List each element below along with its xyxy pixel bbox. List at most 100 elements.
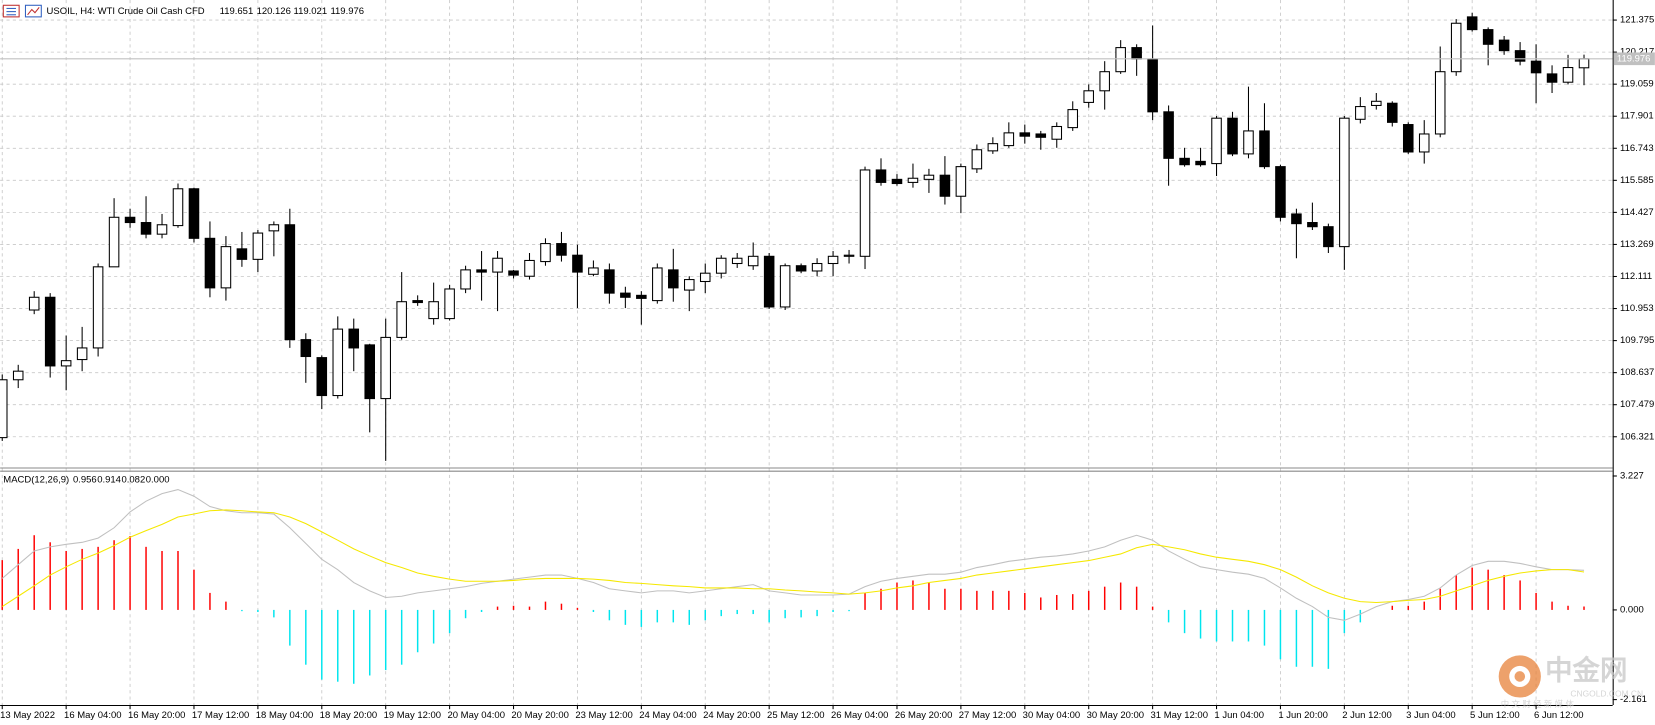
grid-layer — [0, 0, 1613, 705]
candle-body — [1562, 67, 1574, 83]
candle-body — [28, 296, 40, 311]
y-tick-label: 112.111 — [1620, 271, 1652, 282]
y-tick-label: -2.161 — [1620, 694, 1647, 705]
candle-body — [1466, 16, 1478, 31]
candle-body — [1051, 125, 1063, 140]
x-tick-label: 16 May 20:00 — [128, 710, 185, 721]
y-tick-label: 113.269 — [1620, 239, 1654, 250]
candle-body — [140, 222, 152, 235]
candle-body — [284, 224, 296, 341]
candle-body — [460, 269, 471, 290]
candle-body — [1243, 130, 1254, 155]
candle-body — [428, 301, 439, 320]
candle-body — [412, 300, 423, 304]
candle-body — [1147, 58, 1158, 113]
candle-body — [652, 267, 663, 302]
x-tick-label: 18 May 04:00 — [256, 710, 313, 721]
y-tick-label: 115.585 — [1620, 175, 1654, 186]
candle-body — [1323, 226, 1334, 248]
candle-body — [588, 267, 599, 275]
x-tick-label: 1 Jun 20:00 — [1278, 710, 1328, 721]
x-tick-label: 3 Jun 04:00 — [1406, 710, 1456, 721]
x-tick-label: 26 May 04:00 — [831, 710, 888, 721]
candle-body — [44, 296, 56, 367]
watermark-tagline: 中 文 财 经 新 媒 体 — [1501, 699, 1575, 709]
candle-body — [508, 270, 519, 276]
candle-body — [380, 336, 391, 400]
y-tick-label: 109.795 — [1620, 335, 1654, 346]
candle-body — [236, 248, 248, 260]
y-tick-label: 110.953 — [1620, 303, 1654, 314]
icon — [27, 7, 40, 16]
y-tick-label: 106.321 — [1620, 431, 1654, 442]
x-tick-label: 20 May 20:00 — [511, 710, 568, 721]
candle-body — [1578, 58, 1590, 69]
candle-body — [1131, 47, 1142, 60]
candle-body — [1211, 117, 1222, 165]
candle-body — [955, 166, 967, 197]
candle-body — [1163, 111, 1174, 159]
candle-body — [731, 257, 743, 265]
candle-body — [987, 143, 999, 152]
y-tick-label: 114.427 — [1620, 207, 1654, 218]
y-tick-label: 116.743 — [1620, 143, 1654, 154]
candle-body — [636, 294, 647, 299]
candle-body — [92, 266, 104, 349]
ohlc-low: 119.021 — [294, 6, 328, 17]
candle-body — [348, 328, 360, 349]
watermark: 中金网 CNGOLD.COM.CN 中 文 财 经 新 媒 体 — [1498, 654, 1643, 709]
x-tick-label: 31 May 12:00 — [1151, 710, 1208, 721]
candle-body — [556, 243, 567, 256]
candle-body — [268, 224, 280, 232]
indicator-line — [1, 509, 1585, 608]
candle-body — [795, 265, 807, 272]
candle-body — [1275, 166, 1286, 218]
chart-title: USOIL, H4: WTI Crude Oil Cash CFD — [47, 6, 205, 17]
indicator-title: MACD(12,26,9) — [3, 475, 69, 486]
candle-body — [492, 257, 503, 273]
candle-body — [1003, 132, 1015, 147]
header-icons — [2, 4, 42, 18]
indicator-line — [1, 489, 1585, 621]
candle-body — [1514, 50, 1526, 62]
candle-body — [572, 254, 583, 273]
indicator-value: 0.000 — [146, 475, 170, 486]
candle-body — [1371, 100, 1382, 106]
candle-body — [300, 339, 312, 358]
x-tick-label: 27 May 12:00 — [959, 710, 1016, 721]
candle-body — [220, 246, 232, 289]
indicator-value: 0.082 — [121, 475, 145, 486]
y-tick-label: 120.217 — [1620, 47, 1654, 58]
candle-body — [1498, 39, 1510, 52]
candle-body — [1115, 47, 1126, 73]
ohlc-close: 119.976 — [330, 6, 364, 17]
indicator-value: 0.956 — [73, 475, 97, 486]
x-tick-label: 24 May 04:00 — [639, 710, 696, 721]
mark-layer — [0, 12, 1613, 684]
candle-body — [763, 255, 775, 308]
candle-body — [843, 254, 855, 257]
candle-body — [699, 272, 711, 283]
y-tick-label: 3.227 — [1620, 470, 1644, 481]
x-tick-label: 19 May 12:00 — [384, 710, 441, 721]
candle-body — [875, 169, 887, 183]
candle-body — [1482, 29, 1494, 45]
candle-body — [60, 360, 72, 367]
candle-body — [1418, 133, 1430, 153]
x-tick-label: 5 Jun 12:00 — [1470, 710, 1520, 721]
x-tick-label: 23 May 12:00 — [575, 710, 632, 721]
candle-body — [971, 149, 983, 170]
x-tick-label: 16 May 04:00 — [64, 710, 121, 721]
candle-body — [108, 216, 120, 268]
candle-body — [316, 357, 328, 397]
candle-body — [396, 301, 407, 338]
x-tick-label: 30 May 04:00 — [1023, 710, 1080, 721]
x-tick-label: 2 Jun 12:00 — [1342, 710, 1392, 721]
candle-body — [1307, 222, 1318, 228]
candle-body — [12, 370, 24, 381]
watermark-logo — [1514, 671, 1526, 682]
candle-body — [620, 292, 631, 298]
candle-body — [811, 262, 823, 272]
